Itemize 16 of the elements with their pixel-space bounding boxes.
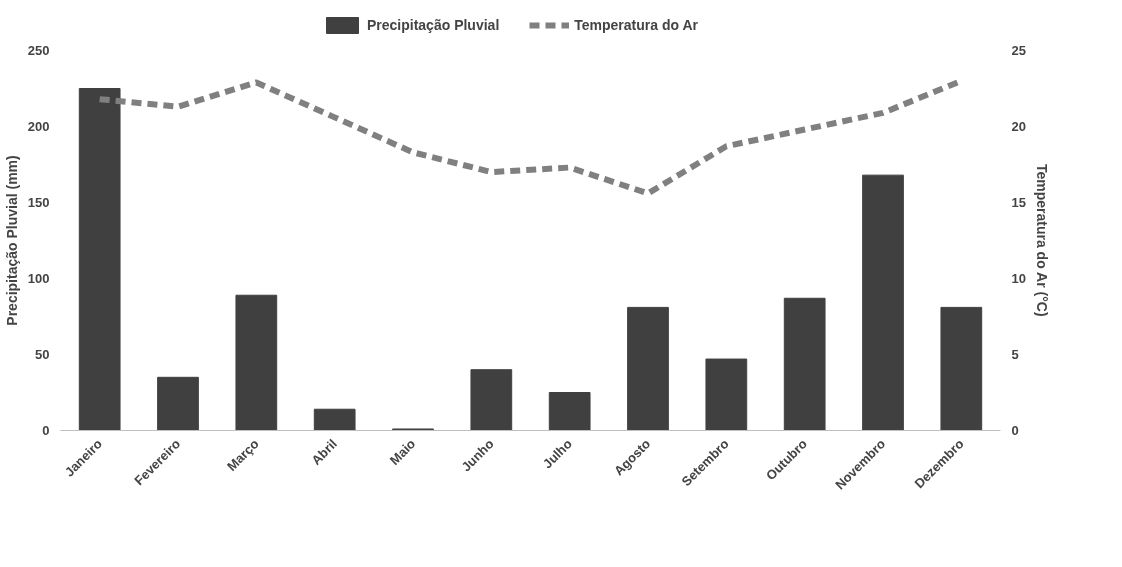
y-tick-label: 250	[27, 43, 50, 58]
y-tick-label: 200	[27, 119, 50, 134]
y-tick-label: 150	[27, 195, 50, 210]
legend-label: Precipitação Pluvial	[366, 17, 500, 33]
y2-tick-label: 10	[1011, 271, 1026, 286]
legend-label: Temperatura do Ar	[574, 17, 698, 33]
y2-tick-label: 20	[1011, 119, 1026, 134]
y-tick-label: 50	[35, 347, 50, 362]
y-tick-label: 100	[27, 271, 50, 286]
y2-axis-title: Temperatura do Ar (°C)	[1033, 163, 1050, 317]
y2-tick-label: 0	[1011, 423, 1019, 438]
y2-tick-label: 25	[1011, 43, 1026, 58]
y-axis-title: Precipitação Pluvial (mm)	[3, 155, 20, 326]
y-tick-label: 0	[42, 423, 50, 438]
y2-tick-label: 5	[1011, 347, 1019, 362]
y2-tick-label: 15	[1011, 195, 1026, 210]
